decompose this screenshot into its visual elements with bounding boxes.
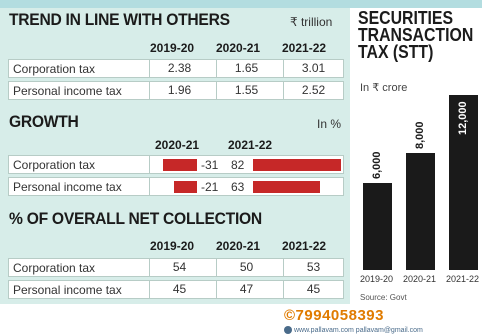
- share-header-2019: 2019-20: [150, 239, 195, 253]
- growth-header-2020: 2020-21: [155, 138, 200, 152]
- trend-unit: ₹ trillion: [290, 15, 333, 29]
- footer-phone: ©7994058393: [284, 307, 384, 324]
- stt-bar: [449, 95, 478, 270]
- row-label: Corporation tax: [13, 62, 96, 76]
- growth-bar-2021-22: [253, 181, 321, 193]
- row-label: Personal income tax: [13, 283, 122, 297]
- table-row: Personal income tax 45 47 45: [8, 280, 344, 299]
- trend-header-2021: 2021-22: [282, 41, 327, 55]
- trend-header-2019: 2019-20: [150, 41, 195, 55]
- tax-tables-panel: TREND IN LINE WITH OTHERS ₹ trillion 201…: [0, 8, 350, 304]
- table-cell: 47: [216, 281, 276, 298]
- table-cell: 2.38: [149, 60, 209, 77]
- stt-source: Source: Govt: [360, 293, 407, 302]
- growth-bar-2020-21: [162, 159, 197, 171]
- table-cell: 3.01: [283, 60, 343, 77]
- table-cell: 54: [149, 259, 209, 276]
- stt-value-label: 8,000: [414, 121, 426, 150]
- stt-x-tick: 2020-21: [403, 274, 437, 284]
- column-divider: [149, 156, 150, 173]
- row-label: Corporation tax: [13, 261, 96, 275]
- stt-title-line: TRANSACTION: [358, 25, 474, 45]
- stt-chart-panel: SECURITIES TRANSACTION TAX (STT) In ₹ cr…: [354, 8, 482, 304]
- table-cell: 1.65: [216, 60, 276, 77]
- growth-title: GROWTH: [9, 112, 79, 131]
- growth-header-2021: 2021-22: [228, 138, 273, 152]
- stt-x-tick: 2019-20: [360, 274, 394, 284]
- table-row: Corporation tax 2.38 1.65 3.01: [8, 59, 344, 78]
- growth-bar-2021-22: [253, 159, 341, 171]
- stt-title-line: SECURITIES: [358, 8, 454, 28]
- trend-header-2020: 2020-21: [216, 41, 261, 55]
- row-label: Corporation tax: [13, 158, 96, 172]
- globe-icon: [284, 326, 292, 334]
- table-cell: 53: [283, 259, 343, 276]
- growth-value-2021-22: 63: [231, 180, 245, 194]
- stt-title-line: TAX (STT): [358, 42, 434, 62]
- column-divider: [149, 178, 150, 195]
- stt-bar: [406, 153, 435, 270]
- share-header-2021: 2021-22: [282, 239, 327, 253]
- stt-unit: In ₹ crore: [360, 82, 408, 94]
- table-row: Personal income tax -21 63: [8, 177, 344, 196]
- footer-url: www.pallavam.com pallavam@gmail.com: [293, 326, 423, 334]
- stt-value-label: 12,000: [457, 101, 469, 135]
- footer-contact: www.pallavam.com pallavam@gmail.com: [284, 326, 423, 334]
- share-title: % OF OVERALL NET COLLECTION: [9, 209, 262, 228]
- growth-bar-2020-21: [173, 181, 197, 193]
- table-row: Corporation tax -31 82: [8, 155, 344, 174]
- table-cell: 1.96: [149, 82, 209, 99]
- stt-value-label: 6,000: [371, 150, 383, 179]
- top-strip: [0, 0, 482, 8]
- table-cell: 45: [283, 281, 343, 298]
- growth-value-2020-21: -31: [201, 158, 219, 172]
- table-row: Corporation tax 54 50 53: [8, 258, 344, 277]
- share-header-2020: 2020-21: [216, 239, 261, 253]
- growth-value-2021-22: 82: [231, 158, 245, 172]
- stt-bar: [363, 182, 392, 270]
- trend-title: TREND IN LINE WITH OTHERS: [9, 10, 230, 29]
- growth-unit: In %: [317, 117, 342, 131]
- table-row: Personal income tax 1.96 1.55 2.52: [8, 81, 344, 100]
- row-label: Personal income tax: [13, 180, 122, 194]
- growth-value-2020-21: -21: [201, 180, 219, 194]
- footer: ©7994058393 www.pallavam.com pallavam@gm…: [0, 304, 482, 335]
- row-label: Personal income tax: [13, 84, 122, 98]
- stt-x-tick: 2021-22: [446, 274, 480, 284]
- table-cell: 2.52: [283, 82, 343, 99]
- table-cell: 45: [149, 281, 209, 298]
- table-cell: 50: [216, 259, 276, 276]
- table-cell: 1.55: [216, 82, 276, 99]
- stt-title: SECURITIES TRANSACTION TAX (STT): [358, 8, 474, 62]
